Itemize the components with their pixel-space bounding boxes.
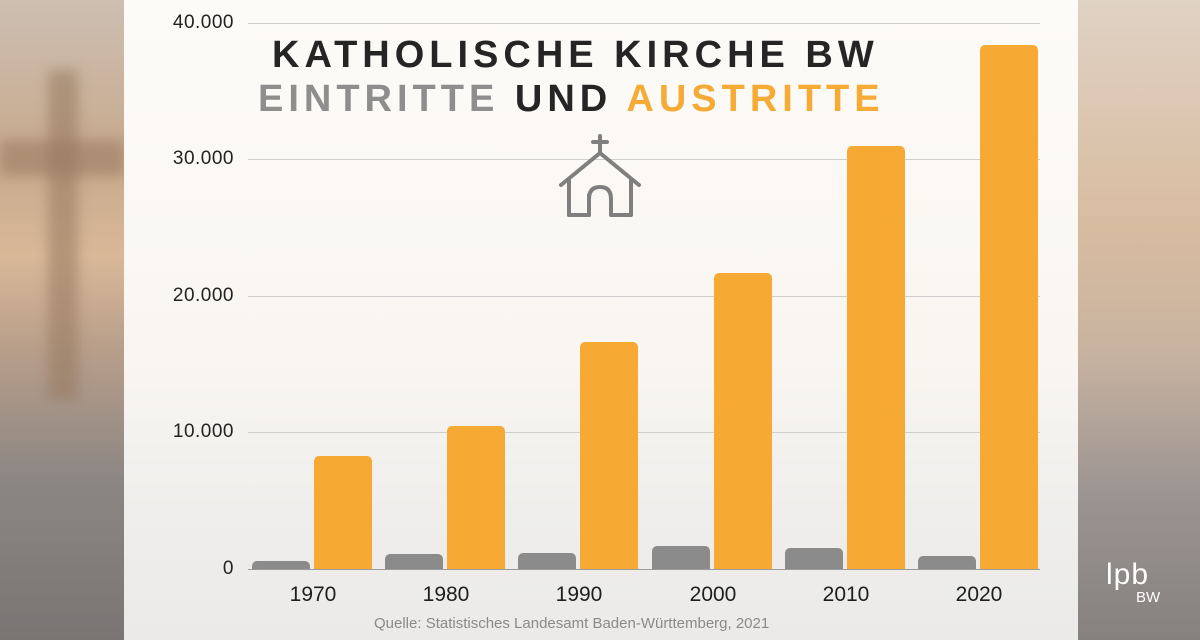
x-tick-label: 1980 bbox=[422, 583, 470, 606]
x-tick-label: 2020 bbox=[955, 583, 1003, 606]
gridline-20000 bbox=[248, 296, 1040, 297]
lpb-logo: lpb BW bbox=[1106, 560, 1160, 606]
chart-title: KATHOLISCHE KIRCHE BW bbox=[272, 34, 879, 76]
bar-austritte-2010 bbox=[847, 146, 905, 569]
y-tick-label: 20.000 bbox=[172, 285, 234, 306]
x-axis-baseline bbox=[248, 569, 1040, 570]
bar-eintritte-1990 bbox=[518, 553, 576, 569]
gridline-30000 bbox=[248, 159, 1040, 160]
legend-eintritte: EINTRITTE bbox=[258, 78, 500, 120]
x-tick-label: 2000 bbox=[689, 583, 737, 606]
y-tick-label: 0 bbox=[222, 558, 234, 579]
bar-austritte-1970 bbox=[314, 456, 372, 569]
logo-main: lpb bbox=[1106, 558, 1150, 591]
bar-eintritte-2010 bbox=[785, 548, 843, 569]
source-note: Quelle: Statistisches Landesamt Baden-Wü… bbox=[374, 615, 770, 632]
cross-silhouette-beam bbox=[0, 140, 125, 176]
cross-silhouette bbox=[48, 70, 78, 400]
bar-eintritte-1980 bbox=[385, 554, 443, 569]
bar-austritte-1980 bbox=[447, 426, 505, 569]
y-tick-label: 30.000 bbox=[172, 148, 234, 169]
bar-austritte-1990 bbox=[580, 342, 638, 569]
chart-subtitle: EINTRITTE UND AUSTRITTE bbox=[258, 78, 885, 121]
background-right bbox=[1078, 0, 1200, 640]
logo-sub: BW bbox=[1136, 589, 1161, 606]
bar-austritte-2020 bbox=[980, 45, 1038, 569]
gridline-10000 bbox=[248, 432, 1040, 433]
bar-eintritte-2000 bbox=[652, 546, 710, 569]
bar-eintritte-2020 bbox=[918, 556, 976, 569]
subtitle-und: UND bbox=[514, 78, 613, 120]
bar-eintritte-1970 bbox=[252, 561, 310, 569]
church-icon bbox=[559, 134, 641, 217]
legend-austritte: AUSTRITTE bbox=[626, 78, 885, 120]
y-tick-label: 10.000 bbox=[172, 421, 234, 442]
x-tick-label: 1970 bbox=[289, 583, 337, 606]
y-tick-label: 40.000 bbox=[172, 12, 234, 33]
x-tick-label: 1990 bbox=[555, 583, 603, 606]
background-left bbox=[0, 0, 125, 640]
x-tick-label: 2010 bbox=[822, 583, 870, 606]
bar-austritte-2000 bbox=[714, 273, 772, 569]
gridline-40000 bbox=[248, 23, 1040, 24]
